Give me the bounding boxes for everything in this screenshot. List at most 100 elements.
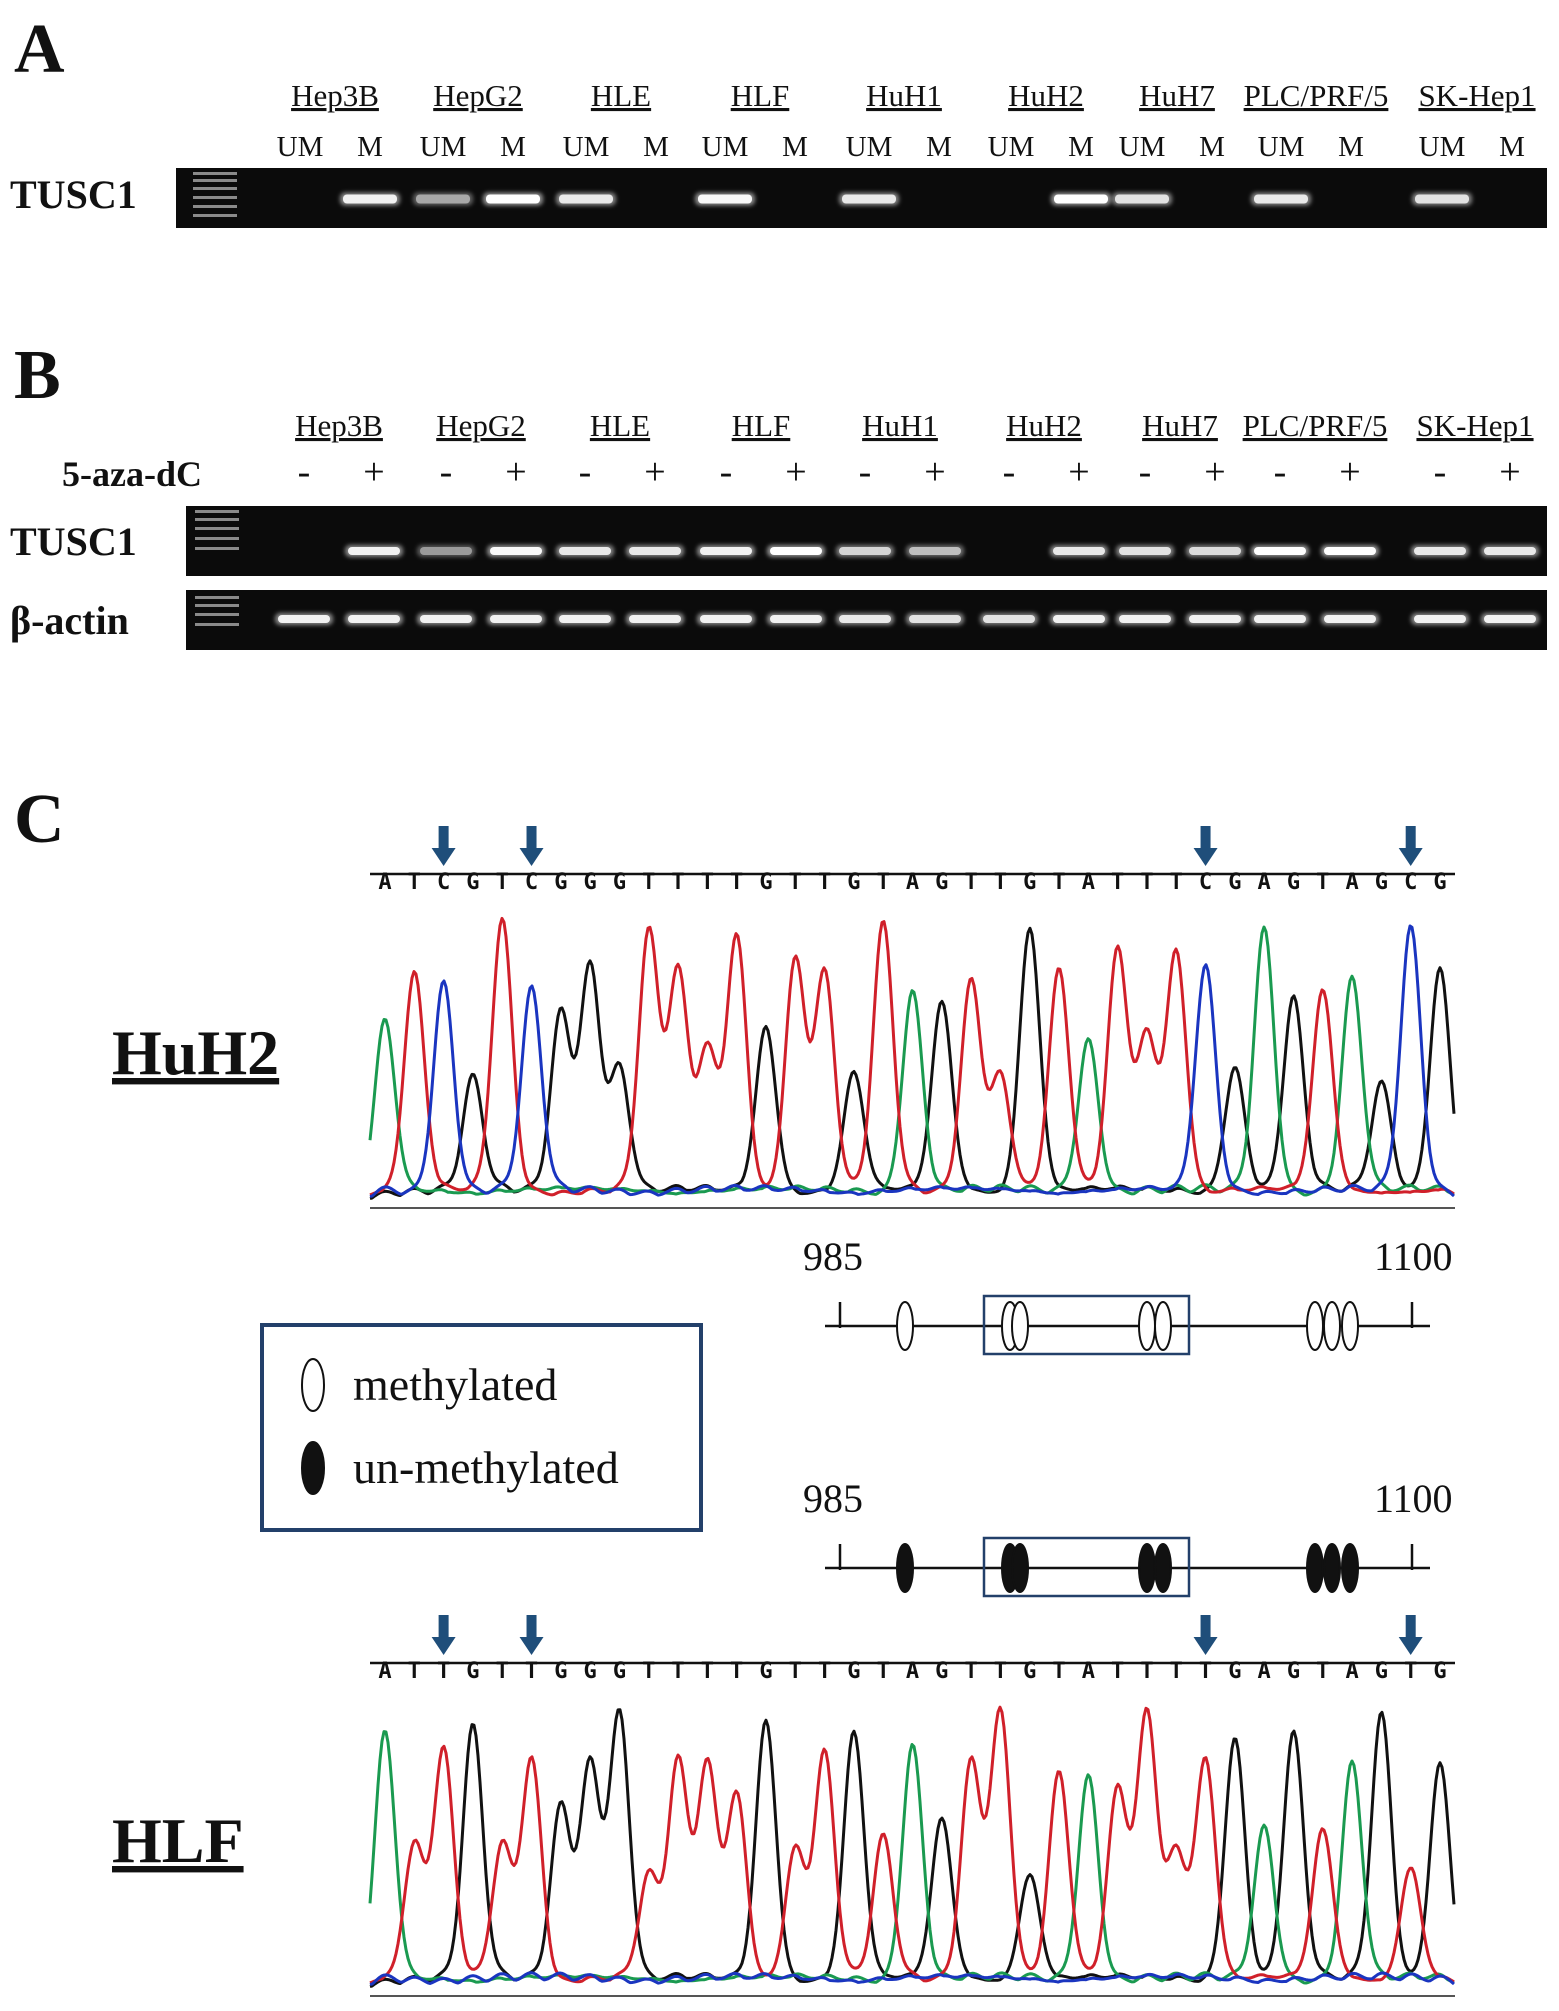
cell-line-label: HuH1 xyxy=(862,408,938,443)
sequence-base: C xyxy=(525,870,538,895)
panel-b-row-label-tusc1: TUSC1 xyxy=(10,519,137,564)
ladder-band xyxy=(195,518,239,521)
ladder-band xyxy=(195,510,239,513)
sequence-base: A xyxy=(1345,1659,1358,1684)
sequence-base: G xyxy=(1287,1659,1300,1684)
sample-label-hlf: HLF xyxy=(112,1805,244,1876)
chromatogram-trace xyxy=(369,1705,1455,1985)
gel-band xyxy=(1050,613,1108,625)
sequence-base: T xyxy=(1052,1659,1065,1684)
lane-label-m: M xyxy=(926,131,952,163)
sequence-base: A xyxy=(1258,1659,1271,1684)
gel-band xyxy=(767,613,825,625)
sequence-base: T xyxy=(730,870,743,895)
lane-label-um: UM xyxy=(420,131,467,163)
untreated-sign: - xyxy=(720,451,733,493)
gel-band xyxy=(417,613,475,625)
gel-band xyxy=(697,545,755,557)
sequence-base: T xyxy=(1140,1659,1153,1684)
gel-band xyxy=(1116,613,1174,625)
sequence-base: G xyxy=(1433,1659,1446,1684)
gel-band xyxy=(695,192,755,206)
cpg-site-arrow xyxy=(1398,826,1423,866)
cell-line-label: HuH7 xyxy=(1142,408,1218,443)
treated-sign: + xyxy=(1339,451,1360,493)
cell-line-label: PLC/PRF/5 xyxy=(1244,78,1389,113)
gel-band xyxy=(626,545,684,557)
cpg-arrows-hlf xyxy=(431,1615,1423,1655)
unmethylated-cpg-site xyxy=(1138,1543,1156,1593)
gel-band xyxy=(1116,545,1174,557)
treated-sign: + xyxy=(1499,451,1520,493)
chromatogram-trace xyxy=(368,1730,1455,1985)
untreated-sign: - xyxy=(579,451,592,493)
lane-label-m: M xyxy=(357,131,383,163)
sequence-base: A xyxy=(378,870,391,895)
treated-sign: + xyxy=(644,451,665,493)
sequence-base: G xyxy=(466,1659,479,1684)
cell-line-label: SK-Hep1 xyxy=(1416,408,1533,443)
chromatogram-trace xyxy=(369,924,1455,1199)
untreated-sign: - xyxy=(859,451,872,493)
sequence-base: G xyxy=(554,1659,567,1684)
legend-box xyxy=(260,1323,703,1532)
sequence-base: T xyxy=(730,1659,743,1684)
sequence-base: G xyxy=(1228,1659,1241,1684)
ladder-band xyxy=(193,196,237,199)
gel-band xyxy=(556,545,614,557)
sequence-base: A xyxy=(906,1659,919,1684)
gel-band xyxy=(345,613,403,625)
cpg-site-arrow xyxy=(519,1615,544,1655)
gel-band xyxy=(836,613,894,625)
gel-band xyxy=(1251,545,1309,557)
gel-band xyxy=(487,613,545,625)
ladder-band xyxy=(195,604,239,607)
panel-a-lane-labels: UM M UM M UM M UM M UM M UM M UM M UM M UM M xyxy=(277,131,1525,163)
gel-band xyxy=(1481,545,1539,557)
panel-label-c: C xyxy=(14,781,65,858)
sequence-base: G xyxy=(1023,1659,1036,1684)
ladder-band xyxy=(195,623,239,626)
lane-label-um: UM xyxy=(988,131,1035,163)
sequence-base: T xyxy=(496,1659,509,1684)
treatment-label: 5-aza-dC xyxy=(62,454,202,494)
methylated-cpg-site xyxy=(1154,1301,1172,1351)
sequence-base: T xyxy=(701,1659,714,1684)
lane-label-um: UM xyxy=(1419,131,1466,163)
cpg-site-arrow xyxy=(431,826,456,866)
untreated-sign: - xyxy=(1434,451,1447,493)
cell-line-label: HLF xyxy=(731,78,790,113)
cpg-site-arrow xyxy=(1193,1615,1218,1655)
gel-band xyxy=(906,613,964,625)
sequence-base: T xyxy=(642,1659,655,1684)
region-end-unmethylated: 1100 xyxy=(1374,1476,1453,1521)
treated-sign: + xyxy=(1204,451,1225,493)
panel-a-cell-line-labels: Hep3B HepG2 HLE HLF HuH1 HuH2 HuH7 PLC/PRF/5 SK-… xyxy=(291,78,1535,113)
panel-label-b: B xyxy=(14,337,61,414)
cell-line-label: HuH1 xyxy=(866,78,942,113)
sequence-base: T xyxy=(1170,870,1183,895)
sequence-base: G xyxy=(584,870,597,895)
gel-band xyxy=(417,545,475,557)
sequence-base: T xyxy=(671,870,684,895)
panel-b-bands xyxy=(275,545,1539,625)
sequence-base: G xyxy=(466,870,479,895)
methylated-cpg-site xyxy=(1323,1301,1341,1351)
gel-band xyxy=(1321,545,1379,557)
sequence-base: C xyxy=(437,870,450,895)
sequence-base: C xyxy=(1199,870,1212,895)
gel-band xyxy=(345,545,403,557)
sequence-base: T xyxy=(525,1659,538,1684)
sequence-base: T xyxy=(496,870,509,895)
gel-band xyxy=(906,545,964,557)
sequence-base: T xyxy=(437,1659,450,1684)
sequence-base: G xyxy=(1375,1659,1388,1684)
gel-band xyxy=(1412,192,1472,206)
sequence-base: G xyxy=(1023,870,1036,895)
gel-band xyxy=(767,545,825,557)
gel-band xyxy=(980,613,1038,625)
treated-sign: + xyxy=(363,451,384,493)
sequence-base: T xyxy=(789,870,802,895)
